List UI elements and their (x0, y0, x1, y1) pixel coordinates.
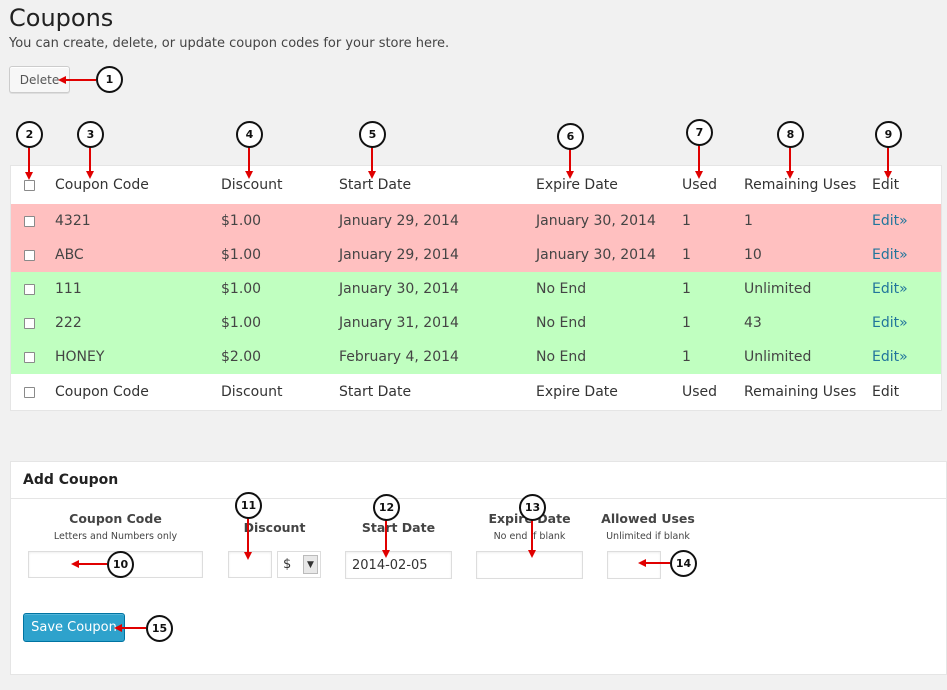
used-cell: 1 (682, 281, 691, 297)
panel-divider (11, 498, 946, 499)
row-checkbox[interactable] (24, 351, 35, 363)
allowed-uses-hint: Unlimited if blank (606, 531, 690, 542)
select-all-checkbox-footer[interactable] (24, 386, 35, 398)
allowed-uses-input[interactable] (607, 551, 661, 579)
remaining-uses-cell: Unlimited (744, 349, 812, 365)
discount-cell: $1.00 (221, 281, 262, 297)
callout-marker-12: 12 (373, 494, 400, 521)
callout-marker-2: 2 (16, 121, 43, 148)
callout-marker-5: 5 (359, 121, 386, 148)
discount-type-value: $ (283, 557, 292, 572)
coupon-code-cell: 4321 (55, 213, 91, 229)
column-header-remaining-uses[interactable]: Remaining Uses (744, 177, 857, 193)
row-checkbox[interactable] (24, 215, 35, 227)
coupon-code-cell: HONEY (55, 349, 105, 365)
column-footer-expire-date[interactable]: Expire Date (536, 384, 618, 400)
discount-cell: $1.00 (221, 247, 262, 263)
callout-marker-15: 15 (146, 615, 173, 642)
discount-type-select[interactable]: $ ▼ (277, 551, 321, 578)
discount-cell: $1.00 (221, 315, 262, 331)
used-cell: 1 (682, 315, 691, 331)
table-row: 111 $1.00 January 30, 2014 No End 1 Unli… (11, 272, 941, 306)
start-date-cell: January 29, 2014 (339, 213, 459, 229)
expire-date-cell: No End (536, 349, 587, 365)
expire-date-hint: No end if blank (493, 531, 566, 542)
delete-button[interactable]: Delete (9, 66, 70, 93)
start-date-cell: January 29, 2014 (339, 247, 459, 263)
row-checkbox[interactable] (24, 249, 35, 261)
row-checkbox[interactable] (24, 317, 35, 329)
column-footer-used[interactable]: Used (682, 384, 718, 400)
table-row: ABC $1.00 January 29, 2014 January 30, 2… (11, 238, 941, 272)
coupons-table: Coupon Code Discount Start Date Expire D… (10, 165, 942, 411)
used-cell: 1 (682, 247, 691, 263)
callout-marker-1: 1 (96, 66, 123, 93)
edit-link[interactable]: Edit» (872, 213, 908, 229)
discount-cell: $1.00 (221, 213, 262, 229)
table-footer-row: Coupon Code Discount Start Date Expire D… (11, 373, 941, 411)
callout-marker-13: 13 (519, 494, 546, 521)
edit-link[interactable]: Edit» (872, 281, 908, 297)
callout-marker-10: 10 (107, 551, 134, 578)
remaining-uses-cell: 1 (744, 213, 753, 229)
save-coupon-button[interactable]: Save Coupon (23, 613, 125, 642)
column-header-coupon-code[interactable]: Coupon Code (55, 177, 149, 193)
used-cell: 1 (682, 213, 691, 229)
callout-marker-14: 14 (670, 550, 697, 577)
callout-marker-9: 9 (875, 121, 902, 148)
callout-marker-8: 8 (777, 121, 804, 148)
expire-date-cell: No End (536, 281, 587, 297)
column-footer-discount[interactable]: Discount (221, 384, 283, 400)
column-header-expire-date[interactable]: Expire Date (536, 177, 618, 193)
expire-date-cell: No End (536, 315, 587, 331)
add-coupon-title: Add Coupon (23, 472, 119, 488)
column-footer-remaining-uses[interactable]: Remaining Uses (744, 384, 857, 400)
coupon-code-cell: 222 (55, 315, 82, 331)
table-row: HONEY $2.00 February 4, 2014 No End 1 Un… (11, 340, 941, 374)
remaining-uses-cell: 43 (744, 315, 762, 331)
column-footer-coupon-code[interactable]: Coupon Code (55, 384, 149, 400)
used-cell: 1 (682, 349, 691, 365)
expire-date-cell: January 30, 2014 (536, 213, 656, 229)
coupon-code-cell: 111 (55, 281, 82, 297)
edit-link[interactable]: Edit» (872, 349, 908, 365)
coupon-code-hint: Letters and Numbers only (53, 531, 178, 542)
callout-marker-4: 4 (236, 121, 263, 148)
page-title: Coupons (9, 4, 114, 32)
column-header-used[interactable]: Used (682, 177, 718, 193)
coupon-code-label: Coupon Code (69, 511, 162, 526)
callout-marker-3: 3 (77, 121, 104, 148)
start-date-cell: January 31, 2014 (339, 315, 459, 331)
edit-link[interactable]: Edit» (872, 315, 908, 331)
expire-date-cell: January 30, 2014 (536, 247, 656, 263)
start-date-cell: February 4, 2014 (339, 349, 459, 365)
column-header-edit: Edit (872, 177, 900, 193)
start-date-label: Start Date (361, 520, 436, 535)
start-date-input[interactable]: 2014-02-05 (345, 551, 452, 579)
table-row: 4321 $1.00 January 29, 2014 January 30, … (11, 204, 941, 238)
chevron-down-icon: ▼ (303, 555, 318, 574)
table-row: 222 $1.00 January 31, 2014 No End 1 43 E… (11, 306, 941, 340)
page-subtitle: You can create, delete, or update coupon… (9, 36, 450, 51)
column-header-discount[interactable]: Discount (221, 177, 283, 193)
callout-marker-6: 6 (557, 123, 584, 150)
discount-label: Discount (243, 520, 306, 535)
select-all-checkbox[interactable] (24, 179, 35, 191)
callout-marker-7: 7 (686, 119, 713, 146)
coupon-code-cell: ABC (55, 247, 84, 263)
column-footer-edit: Edit (872, 384, 900, 400)
allowed-uses-label: Allowed Uses (601, 511, 695, 526)
callout-marker-11: 11 (235, 492, 262, 519)
column-header-start-date[interactable]: Start Date (339, 177, 412, 193)
remaining-uses-cell: 10 (744, 247, 762, 263)
edit-link[interactable]: Edit» (872, 247, 908, 263)
column-footer-start-date[interactable]: Start Date (339, 384, 412, 400)
start-date-cell: January 30, 2014 (339, 281, 459, 297)
table-header-row: Coupon Code Discount Start Date Expire D… (11, 166, 941, 204)
remaining-uses-cell: Unlimited (744, 281, 812, 297)
discount-cell: $2.00 (221, 349, 262, 365)
row-checkbox[interactable] (24, 283, 35, 295)
